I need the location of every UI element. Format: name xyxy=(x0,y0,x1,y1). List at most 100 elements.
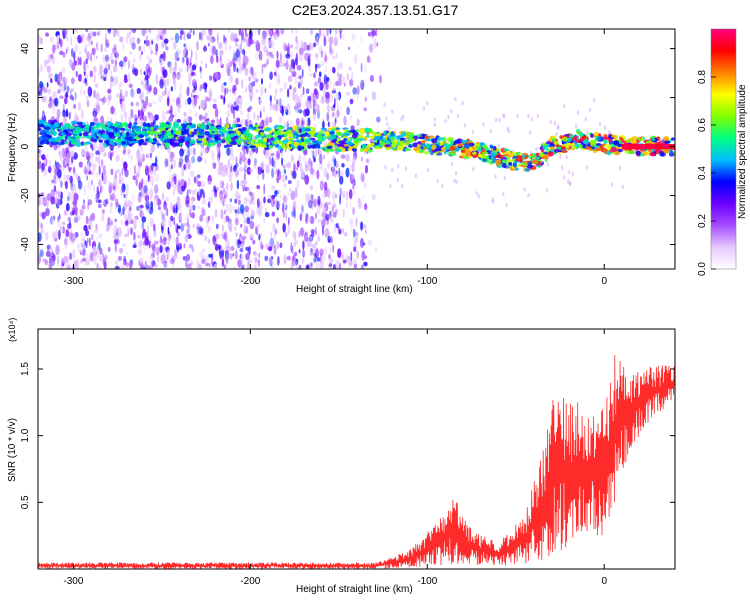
ridge-blob xyxy=(237,128,242,131)
noise-blob xyxy=(516,113,519,119)
noise-blob xyxy=(621,184,624,190)
noise-blob xyxy=(334,194,338,199)
noise-blob xyxy=(101,163,104,173)
noise-blob xyxy=(107,151,113,159)
noise-blob xyxy=(271,194,276,200)
noise-blob xyxy=(188,82,191,88)
noise-blob xyxy=(201,181,205,188)
ridge-blob xyxy=(255,135,259,140)
noise-blob xyxy=(285,163,288,169)
noise-blob xyxy=(87,161,91,172)
noise-blob xyxy=(317,148,322,153)
noise-blob xyxy=(166,252,169,261)
noise-blob xyxy=(218,54,221,65)
noise-blob xyxy=(294,76,298,85)
noise-blob xyxy=(139,204,144,209)
noise-blob xyxy=(324,65,327,75)
noise-blob xyxy=(165,79,170,87)
noise-blob xyxy=(170,86,173,92)
noise-blob xyxy=(312,92,316,103)
noise-blob xyxy=(290,44,293,49)
noise-blob xyxy=(208,238,211,245)
ridge-blob xyxy=(307,145,313,149)
noise-blob xyxy=(329,218,334,223)
noise-blob xyxy=(310,194,314,200)
ridge-blob xyxy=(521,154,525,159)
noise-blob xyxy=(328,253,331,260)
noise-blob xyxy=(271,157,274,167)
noise-blob xyxy=(327,121,330,128)
noise-blob xyxy=(456,113,460,118)
noise-blob xyxy=(123,56,128,63)
noise-blob xyxy=(317,150,323,157)
noise-blob xyxy=(287,88,290,98)
noise-blob xyxy=(184,234,189,243)
noise-blob xyxy=(295,117,300,127)
noise-blob xyxy=(229,45,232,50)
noise-blob xyxy=(333,223,337,233)
noise-blob xyxy=(274,190,278,197)
noise-blob xyxy=(208,196,213,204)
noise-blob xyxy=(52,178,57,185)
noise-blob xyxy=(293,260,298,268)
noise-blob xyxy=(49,179,52,186)
noise-blob xyxy=(322,225,324,236)
ridge-blob xyxy=(630,144,635,150)
noise-blob xyxy=(216,141,220,153)
noise-blob xyxy=(136,88,141,94)
noise-blob xyxy=(314,63,318,69)
noise-blob xyxy=(102,96,107,103)
noise-blob xyxy=(125,194,128,205)
noise-blob xyxy=(336,170,338,175)
noise-blob xyxy=(355,234,359,240)
noise-blob xyxy=(313,72,316,79)
ridge-blob xyxy=(636,144,641,150)
noise-blob xyxy=(86,51,90,61)
noise-blob xyxy=(136,37,141,45)
noise-blob xyxy=(214,73,219,80)
noise-blob xyxy=(344,232,348,237)
noise-blob xyxy=(325,91,330,100)
noise-blob xyxy=(144,186,149,196)
noise-blob xyxy=(64,261,68,269)
ridge-blob xyxy=(431,138,438,144)
noise-blob xyxy=(57,164,62,169)
noise-blob xyxy=(223,95,226,104)
noise-blob xyxy=(162,69,168,78)
noise-blob xyxy=(75,173,80,180)
noise-blob xyxy=(87,180,92,191)
ridge-blob xyxy=(160,122,166,126)
ridge-blob xyxy=(374,146,380,150)
noise-blob xyxy=(39,88,43,97)
noise-blob xyxy=(182,48,186,57)
noise-blob xyxy=(240,118,245,125)
ridge-blob xyxy=(299,134,306,138)
noise-blob xyxy=(330,235,333,244)
noise-blob xyxy=(305,98,310,109)
ridge-blob xyxy=(313,140,320,145)
noise-blob xyxy=(238,100,242,109)
noise-blob xyxy=(119,36,124,43)
noise-blob xyxy=(51,217,54,226)
noise-blob xyxy=(319,180,324,191)
ridge-blob xyxy=(630,140,637,144)
ridge-blob xyxy=(190,131,198,135)
ridge-blob xyxy=(541,149,544,153)
noise-blob xyxy=(201,209,206,217)
ridge-blob xyxy=(199,125,204,129)
ridge-blob xyxy=(571,145,577,149)
noise-blob xyxy=(328,263,333,268)
noise-blob xyxy=(89,251,94,262)
noise-blob xyxy=(283,105,288,112)
noise-blob xyxy=(66,85,70,93)
noise-blob xyxy=(195,188,198,194)
noise-blob xyxy=(289,84,292,90)
noise-blob xyxy=(271,158,275,166)
noise-blob xyxy=(351,32,356,42)
noise-blob xyxy=(160,53,164,59)
noise-blob xyxy=(68,58,73,68)
ridge-blob xyxy=(395,135,402,141)
ridge-blob xyxy=(515,151,521,155)
noise-blob xyxy=(162,262,168,268)
